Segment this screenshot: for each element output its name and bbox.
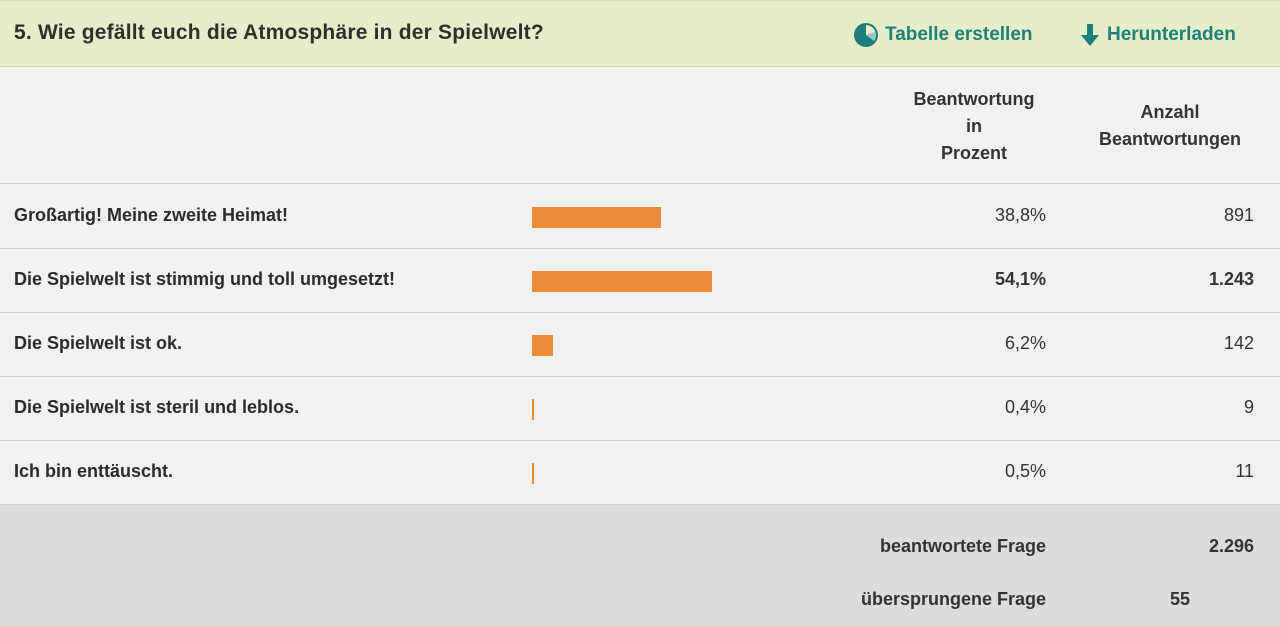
- answer-percent: 0,4%: [1004, 397, 1046, 417]
- answered-label: beantwortete Frage: [879, 536, 1046, 556]
- answer-count: 1.243: [1208, 269, 1254, 289]
- answer-count: 11: [1235, 461, 1254, 481]
- question-title: 5. Wie gefällt euch die Atmosphäre in de…: [14, 21, 544, 44]
- column-header-row: Beantwortung in Prozent Anzahl Beantwort…: [0, 67, 1280, 184]
- answer-row: Ich bin enttäuscht. 0,5% 11: [0, 441, 1280, 505]
- answer-row: Die Spielwelt ist stimmig und toll umges…: [0, 249, 1280, 313]
- count-column-header: Anzahl Beantwortungen: [1099, 102, 1241, 149]
- answer-label: Ich bin enttäuscht.: [14, 461, 174, 481]
- answer-bar: [532, 271, 712, 292]
- answer-label: Die Spielwelt ist steril und leblos.: [14, 397, 300, 417]
- percent-column-header: Beantwortung in Prozent: [913, 89, 1035, 163]
- create-table-label: Tabelle erstellen: [885, 24, 1033, 45]
- skipped-value: 55: [1169, 589, 1190, 609]
- download-label: Herunterladen: [1107, 24, 1236, 45]
- skipped-label: übersprungene Frage: [860, 589, 1046, 609]
- answer-label: Die Spielwelt ist ok.: [14, 333, 183, 353]
- answer-count: 142: [1223, 333, 1254, 353]
- download-arrow-icon: [1079, 22, 1101, 48]
- answer-row: Großartig! Meine zweite Heimat! 38,8% 89…: [0, 185, 1280, 249]
- summary-footer: beantwortete Frage 2.296 übersprungene F…: [0, 505, 1280, 626]
- answer-bar: [532, 463, 534, 484]
- answer-percent: 38,8%: [994, 205, 1046, 225]
- answer-bar: [532, 399, 534, 420]
- question-header: 5. Wie gefällt euch die Atmosphäre in de…: [0, 0, 1280, 67]
- answer-percent: 6,2%: [1004, 333, 1046, 353]
- answer-row: Die Spielwelt ist ok. 6,2% 142: [0, 313, 1280, 377]
- create-table-link[interactable]: Tabelle erstellen: [853, 22, 1033, 48]
- answer-count: 9: [1243, 397, 1254, 417]
- download-link[interactable]: Herunterladen: [1079, 22, 1236, 48]
- answer-row: Die Spielwelt ist steril und leblos. 0,4…: [0, 377, 1280, 441]
- answer-bar: [532, 207, 661, 228]
- answer-percent: 0,5%: [1004, 461, 1046, 481]
- answered-value: 2.296: [1208, 536, 1254, 556]
- pie-chart-icon: [853, 22, 879, 48]
- answer-percent: 54,1%: [994, 269, 1046, 289]
- answer-label: Großartig! Meine zweite Heimat!: [14, 205, 289, 225]
- answer-count: 891: [1223, 205, 1254, 225]
- answer-label: Die Spielwelt ist stimmig und toll umges…: [14, 269, 396, 289]
- answer-bar: [532, 335, 553, 356]
